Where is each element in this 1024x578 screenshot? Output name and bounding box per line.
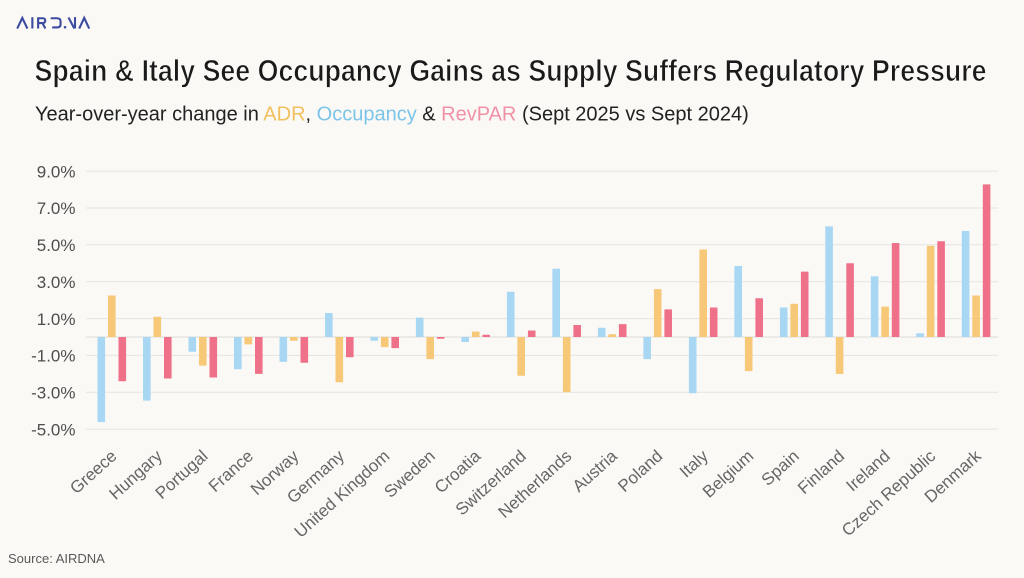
svg-text:Spain & Italy See Occupancy Ga: Spain & Italy See Occupancy Gains as Sup… [35,53,987,88]
svg-text:3.0%: 3.0% [37,273,76,292]
svg-text:5.0%: 5.0% [37,236,76,255]
svg-text:-5.0%: -5.0% [31,420,75,439]
svg-text:1.0%: 1.0% [37,310,76,329]
svg-text:-1.0%: -1.0% [31,347,75,366]
svg-text:-3.0%: -3.0% [31,384,75,403]
svg-text:Year-over-year change in ADR,: Year-over-year change in ADR, Occupancy … [35,104,749,126]
svg-text:9.0%: 9.0% [37,162,76,181]
svg-text:7.0%: 7.0% [37,199,76,218]
svg-text:Source: AIRDNA: Source: AIRDNA [8,551,105,566]
